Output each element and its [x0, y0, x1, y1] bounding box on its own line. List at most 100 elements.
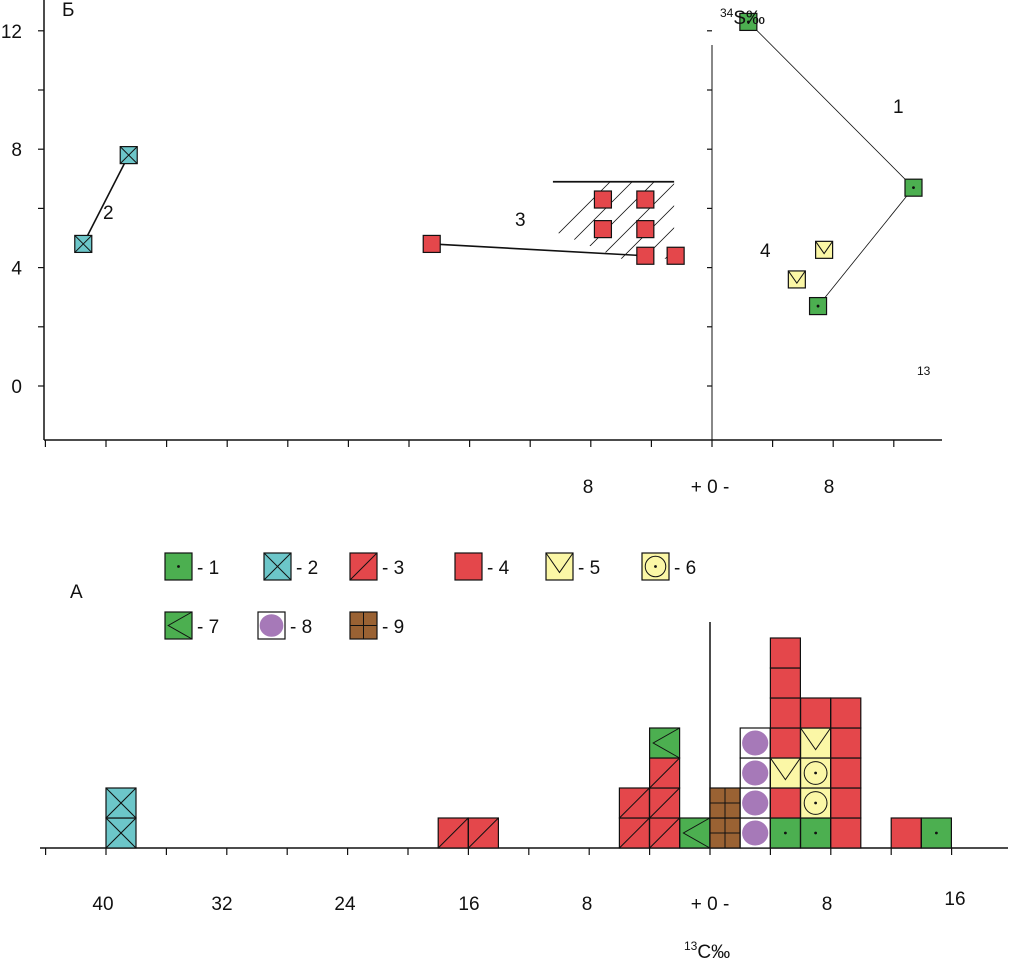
histogram-cell [799, 727, 832, 759]
connector-line [817, 187, 914, 307]
bottom-x-tick-label: 16 [944, 889, 965, 910]
hatch-area [552, 180, 852, 262]
hatch-line [555, 181, 633, 259]
top-panel-label: Б [62, 0, 74, 21]
note-13: 13 [917, 364, 931, 378]
c13-axis-label: 13C‰ [684, 939, 730, 963]
data-point [636, 246, 655, 265]
legend-label: - 7 [197, 617, 219, 638]
data-point [74, 234, 93, 254]
histogram-cell [739, 727, 771, 759]
legend-label: - 8 [290, 617, 312, 638]
legend-item: - 2 [263, 552, 318, 581]
histogram-cell [799, 757, 832, 789]
histogram-cell [618, 817, 651, 849]
bottom-x-tick-label: + 0 - [691, 894, 730, 915]
data-point [666, 246, 685, 265]
histogram-cell [830, 697, 862, 729]
histogram-cell [618, 787, 651, 819]
histogram-cell [105, 787, 137, 819]
connector-line [82, 154, 130, 245]
histogram-cell [799, 817, 832, 849]
bottom-panel-label: А [70, 582, 83, 603]
legend-label: - 4 [487, 558, 510, 579]
histogram-cell [799, 697, 832, 729]
histogram-cell [648, 817, 681, 849]
bottom-x-tick-label: 16 [458, 894, 479, 915]
histogram-cell [105, 817, 137, 849]
data-point [636, 190, 655, 209]
bottom-x-tick-label: 40 [92, 894, 113, 915]
histogram-cell [709, 817, 741, 849]
top-x-tick-label: 8 [583, 477, 594, 498]
data-point [808, 296, 828, 316]
hatch-line [772, 182, 852, 262]
data-point [815, 240, 834, 259]
symbol-3 [349, 552, 378, 581]
legend-item: - 3 [349, 552, 404, 581]
histogram-cell [648, 757, 681, 789]
symbol-8 [257, 611, 286, 640]
histogram-cells [105, 637, 953, 849]
histogram-cell [830, 817, 862, 849]
histogram-cell [709, 787, 741, 819]
bottom-panel: А - 1 - 2 - 3 - 4 - 5 - 6 - 7 - 8 - 9 40 32 24 16 8 +… [40, 552, 1008, 963]
symbol-9 [349, 611, 378, 640]
hatch-line [684, 182, 764, 262]
legend-item: - 7 [164, 611, 219, 640]
connector-line [748, 21, 914, 188]
connector-lines [82, 21, 914, 307]
data-point [593, 220, 613, 239]
histogram-cell [769, 667, 802, 699]
bottom-axes [40, 622, 1008, 855]
histogram-cell [830, 757, 862, 789]
histogram-cell [769, 697, 802, 729]
symbol-5 [545, 552, 574, 581]
hatch-line [595, 181, 675, 259]
legend-item: - 6 [641, 552, 696, 581]
top-points [74, 12, 923, 316]
histogram-cell [890, 817, 922, 849]
bottom-x-tick-label: 32 [211, 894, 232, 915]
group-label-3: 3 [515, 210, 526, 231]
symbol-1 [164, 552, 193, 581]
histogram-cell [920, 817, 953, 849]
connector-line [431, 243, 646, 257]
group-label-4: 4 [760, 241, 771, 262]
hatch-line [706, 182, 786, 262]
histogram-cell [739, 787, 771, 819]
legend-item: - 8 [257, 611, 312, 640]
symbol-6 [641, 552, 670, 581]
histogram-cell [739, 817, 771, 849]
legend-item: - 1 [164, 552, 219, 581]
bottom-x-tick-label: 8 [582, 894, 593, 915]
histogram-cell [769, 727, 802, 759]
histogram-cell [769, 637, 802, 669]
bottom-tick-labels: 40 32 24 16 8 + 0 - 8 16 [92, 889, 965, 915]
top-y-tick-label: 12 [1, 22, 22, 43]
legend-label: - 5 [578, 558, 600, 579]
hatch-line [617, 181, 675, 259]
histogram-cell [648, 727, 681, 759]
data-point [422, 234, 441, 254]
symbol-2 [263, 552, 292, 581]
histogram-cell [769, 787, 802, 819]
legend-label: - 9 [382, 617, 404, 638]
legend-label: - 2 [296, 558, 318, 579]
histogram-cell [467, 817, 499, 849]
legend-label: - 3 [382, 558, 404, 579]
histogram-cell [437, 817, 469, 849]
top-y-tick-label: 4 [11, 259, 22, 280]
histogram-cell [679, 817, 711, 849]
histogram-cell [769, 757, 802, 789]
data-point [904, 178, 923, 197]
histogram-cell [830, 727, 862, 759]
top-x-tick-label: 8 [824, 477, 835, 498]
symbol-4 [454, 552, 483, 581]
top-panel: Б 12 8 4 0 34S‰ 13 1 2 3 4 8 + 0 - 8 [1, 0, 942, 498]
group-label-2: 2 [103, 203, 114, 224]
legend: - 1 - 2 - 3 - 4 - 5 - 6 - 7 - 8 - 9 [164, 552, 696, 640]
bottom-x-tick-label: 8 [822, 894, 833, 915]
